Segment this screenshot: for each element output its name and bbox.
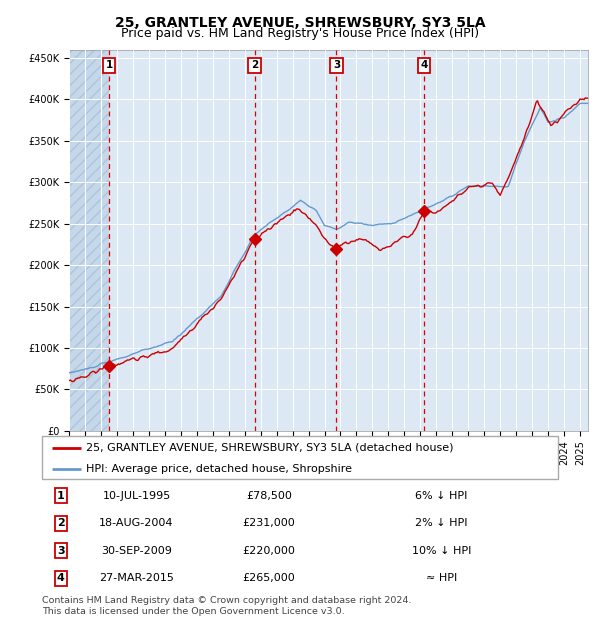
Text: 4: 4 [421, 60, 428, 70]
Bar [69, 50, 109, 431]
Text: ≈ HPI: ≈ HPI [426, 574, 457, 583]
Text: 30-SEP-2009: 30-SEP-2009 [101, 546, 172, 556]
Text: 10-JUL-1995: 10-JUL-1995 [103, 490, 170, 500]
FancyBboxPatch shape [42, 436, 558, 479]
Text: £231,000: £231,000 [242, 518, 295, 528]
Text: £265,000: £265,000 [242, 574, 295, 583]
Text: 3: 3 [333, 60, 340, 70]
Text: 18-AUG-2004: 18-AUG-2004 [99, 518, 174, 528]
Text: £78,500: £78,500 [246, 490, 292, 500]
Text: 25, GRANTLEY AVENUE, SHREWSBURY, SY3 5LA (detached house): 25, GRANTLEY AVENUE, SHREWSBURY, SY3 5LA… [86, 443, 454, 453]
Text: 4: 4 [57, 574, 65, 583]
Text: 1: 1 [57, 490, 65, 500]
Text: Price paid vs. HM Land Registry's House Price Index (HPI): Price paid vs. HM Land Registry's House … [121, 27, 479, 40]
Text: 10% ↓ HPI: 10% ↓ HPI [412, 546, 471, 556]
Text: 2: 2 [251, 60, 259, 70]
Text: 1: 1 [106, 60, 113, 70]
Text: 2: 2 [57, 518, 65, 528]
Text: 2% ↓ HPI: 2% ↓ HPI [415, 518, 468, 528]
Text: 6% ↓ HPI: 6% ↓ HPI [415, 490, 468, 500]
Text: HPI: Average price, detached house, Shropshire: HPI: Average price, detached house, Shro… [86, 464, 352, 474]
Text: 27-MAR-2015: 27-MAR-2015 [99, 574, 174, 583]
Text: 3: 3 [57, 546, 65, 556]
Text: Contains HM Land Registry data © Crown copyright and database right 2024.
This d: Contains HM Land Registry data © Crown c… [42, 596, 412, 616]
Text: 25, GRANTLEY AVENUE, SHREWSBURY, SY3 5LA: 25, GRANTLEY AVENUE, SHREWSBURY, SY3 5LA [115, 16, 485, 30]
Text: £220,000: £220,000 [242, 546, 295, 556]
